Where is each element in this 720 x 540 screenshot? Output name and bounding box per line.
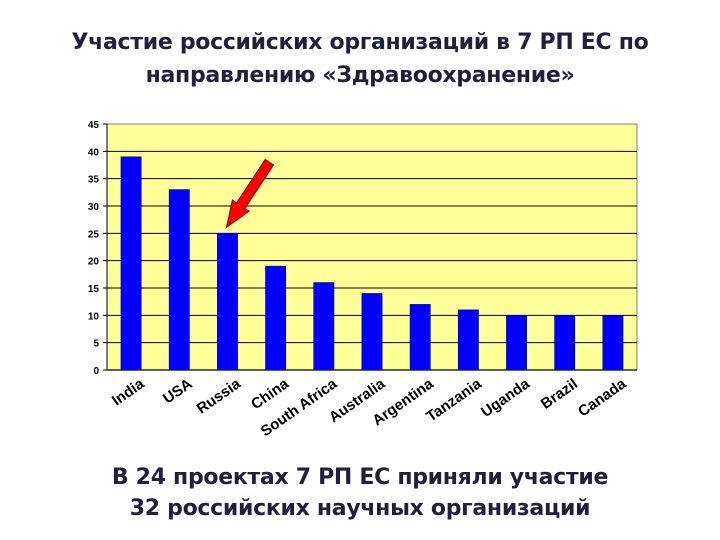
y-tick-label: 5	[93, 339, 99, 350]
bars	[120, 156, 624, 371]
bar	[409, 304, 431, 371]
y-tick-label: 15	[88, 284, 100, 295]
y-tick-label: 45	[88, 120, 100, 131]
bar	[457, 309, 479, 371]
y-tick-label: 35	[88, 175, 100, 186]
bar	[265, 265, 287, 371]
y-tick-label: 25	[88, 229, 100, 240]
y-tick-label: 30	[88, 202, 100, 213]
footer-line-1: В 24 проектах 7 РП ЕС приняли участие	[111, 465, 609, 490]
bar	[217, 233, 238, 371]
annotation	[225, 158, 275, 229]
gridlines	[106, 124, 637, 371]
y-tick-label: 0	[93, 366, 99, 377]
footer-line-2: 32 российских научных организаций	[129, 496, 591, 521]
title-line-2: направлению «Здравоохранение»	[145, 63, 575, 88]
x-tick-label: Russia	[194, 375, 245, 418]
bar	[602, 315, 624, 371]
bar	[361, 293, 383, 371]
x-tick-label: USA	[160, 375, 196, 407]
highlight-arrow	[225, 158, 275, 229]
y-tick-label: 10	[88, 311, 100, 322]
bar	[168, 189, 190, 371]
chart-title: Участие российских организаций в 7 РП ЕС…	[40, 26, 680, 92]
bar	[506, 315, 527, 371]
x-tick-label: India	[109, 375, 148, 409]
bar	[120, 156, 142, 371]
y-tick-label: 20	[88, 257, 100, 268]
x-tick-label: Tanzania	[423, 375, 485, 425]
title-line-1: Участие российских организаций в 7 РП ЕС…	[71, 30, 649, 55]
bar	[313, 282, 335, 371]
x-tick-label: Uganda	[478, 375, 533, 421]
footer-note: В 24 проектах 7 РП ЕС приняли участие 32…	[60, 462, 660, 524]
y-tick-label: 40	[88, 147, 100, 158]
bar	[554, 315, 576, 371]
y-axis-ticks: 0 5 10 15 20 25 30 35 40 45	[88, 120, 107, 377]
x-tick-label: Canada	[575, 375, 630, 420]
